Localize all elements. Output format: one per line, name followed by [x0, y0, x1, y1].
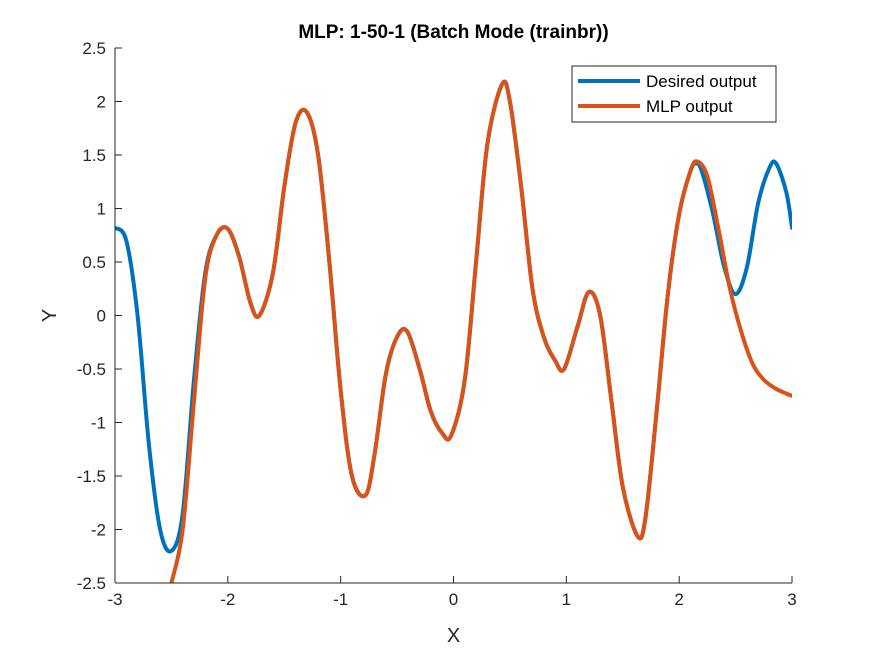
x-axis-label: X [447, 625, 460, 647]
x-tick-label: 0 [449, 590, 458, 609]
legend-label: Desired output [646, 72, 757, 91]
x-tick-label: 1 [562, 590, 571, 609]
x-tick-label: 3 [787, 590, 796, 609]
legend-box [571, 65, 777, 123]
y-tick-label: 1 [97, 200, 106, 219]
legend-label: MLP output [646, 97, 733, 116]
x-tick-label: 2 [674, 590, 683, 609]
y-tick-label: -2.5 [77, 574, 106, 593]
y-tick-label: 1.5 [82, 146, 106, 165]
plot-area-background [115, 48, 792, 583]
y-tick-label: 0 [97, 307, 106, 326]
ticks-layer: -3 -2 -1 0 1 2 3 -2.5 -2 -1.5 -1 -0.5 0 0.5 1 1.5 2 2.5 [77, 39, 797, 609]
y-tick-label: 2.5 [82, 39, 106, 58]
x-tick-label: -2 [220, 590, 235, 609]
chart-title: MLP: 1-50-1 (Batch Mode (trainbr)) [298, 22, 608, 43]
y-tick-label: -2 [91, 521, 106, 540]
y-tick-label: -0.5 [77, 360, 106, 379]
y-tick-label: -1 [91, 414, 106, 433]
y-tick-label: 2 [97, 93, 106, 112]
legend: Desired output MLP output [571, 65, 777, 123]
x-tick-label: -3 [107, 590, 122, 609]
y-axis-label: Y [39, 309, 61, 322]
series-layer [115, 79, 792, 583]
y-tick-label: 0.5 [82, 253, 106, 272]
series-line-mlp-output [169, 79, 792, 583]
y-tick-label: -1.5 [77, 467, 106, 486]
x-tick-label: -1 [333, 590, 348, 609]
